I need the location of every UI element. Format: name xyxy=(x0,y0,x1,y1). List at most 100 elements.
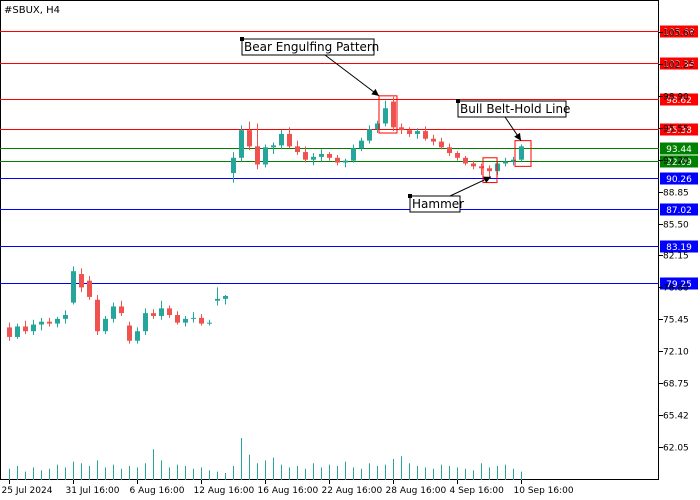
candle-body xyxy=(111,306,116,319)
hammer-box xyxy=(482,157,498,184)
y-tick-label: 88.85 xyxy=(663,189,689,199)
candle-body xyxy=(319,153,324,157)
candle xyxy=(335,154,340,166)
candle-body xyxy=(367,129,372,141)
candle-body xyxy=(415,131,420,134)
x-tick-label: 4 Sep 16:00 xyxy=(450,486,505,496)
x-tick-label: 31 Jul 16:00 xyxy=(66,486,120,496)
candle-body xyxy=(143,313,148,332)
level-price-label: 93.44 xyxy=(666,145,692,155)
candle xyxy=(511,156,516,166)
candle xyxy=(199,314,204,326)
candle-body xyxy=(303,152,308,160)
candle-body xyxy=(23,326,28,332)
candle xyxy=(455,151,460,161)
candle xyxy=(167,305,172,318)
candle xyxy=(239,125,244,162)
volume-bars xyxy=(9,438,522,480)
candle xyxy=(367,125,372,144)
candle-body xyxy=(39,321,44,325)
pattern-annotations: Bear Engulfing Pattern Bull Belt-Hold Lin… xyxy=(240,37,570,213)
annotation-label-box xyxy=(241,38,375,56)
candle-body xyxy=(135,331,140,341)
candle xyxy=(359,137,364,152)
level-price-tag xyxy=(660,93,698,106)
candle-body xyxy=(447,147,452,154)
candle-body xyxy=(119,306,124,314)
y-tick-label: 95.55 xyxy=(663,125,689,135)
candle xyxy=(479,163,484,175)
candle xyxy=(447,143,452,156)
candle-body xyxy=(479,166,484,169)
x-tick-label: 25 Jul 2024 xyxy=(2,486,53,496)
bear-engulfing-box xyxy=(378,95,398,134)
level-price-label: 98.62 xyxy=(666,96,692,106)
level-price-tag xyxy=(660,172,698,185)
candle-body xyxy=(191,317,196,319)
candle xyxy=(63,310,68,324)
candle-body xyxy=(511,159,516,162)
candle-body xyxy=(63,315,68,319)
y-tick-label: 92.20 xyxy=(663,157,689,167)
y-tick-label: 105.60 xyxy=(663,29,695,39)
candle xyxy=(519,144,524,162)
candle xyxy=(319,149,324,162)
candle-body xyxy=(175,315,180,323)
candle xyxy=(159,300,164,320)
candle-body xyxy=(463,157,468,164)
y-tick-label: 102.25 xyxy=(663,61,695,71)
y-tick-label: 62.05 xyxy=(663,444,689,454)
candle-body xyxy=(47,321,52,324)
candle xyxy=(79,268,84,293)
annotation-arrow-head xyxy=(514,132,521,141)
candle xyxy=(487,165,492,179)
annotation-anchor xyxy=(408,194,412,198)
candle xyxy=(439,137,444,150)
candle-body xyxy=(391,101,396,128)
annotation-label-box xyxy=(409,195,461,213)
candle-body xyxy=(55,318,60,324)
candle xyxy=(471,160,476,170)
candle xyxy=(103,315,108,335)
annotation-label-box xyxy=(457,100,567,118)
candle-body xyxy=(231,157,236,174)
chart-title: #SBUX, H4 xyxy=(4,5,60,16)
candle-body xyxy=(431,138,436,142)
level-price-tag xyxy=(660,142,698,155)
candle xyxy=(127,321,132,344)
candle xyxy=(95,295,100,336)
y-tick-label: 68.75 xyxy=(663,380,689,390)
candle-body xyxy=(503,161,508,164)
y-axis: 62.05 65.42 68.75 72.10 75.45 78.80 82.15 85.50… xyxy=(659,29,695,454)
candle-body xyxy=(199,317,204,324)
candle xyxy=(391,96,396,132)
candle xyxy=(39,317,44,331)
candle xyxy=(351,144,356,163)
candle-body xyxy=(183,318,188,323)
x-tick-label: 12 Aug 16:00 xyxy=(194,486,255,496)
candle-body xyxy=(295,146,300,153)
x-tick-label: 28 Aug 16:00 xyxy=(386,486,447,496)
candle-body xyxy=(31,324,36,332)
candle xyxy=(383,100,388,127)
level-price-tag xyxy=(660,155,698,168)
candle-body xyxy=(407,130,412,134)
level-price-tag xyxy=(660,25,698,38)
candle xyxy=(223,295,228,305)
candle-body xyxy=(223,295,228,299)
candle xyxy=(247,121,252,151)
y-tick-label: 72.10 xyxy=(663,348,689,358)
candle-body xyxy=(95,299,100,332)
candle xyxy=(31,319,36,336)
candle-body xyxy=(167,308,172,316)
annotation-anchor xyxy=(240,37,244,41)
candle-body xyxy=(359,140,364,149)
candle-body xyxy=(159,308,164,316)
candle-body xyxy=(87,280,92,297)
candle xyxy=(399,123,404,134)
y-tick-label: 78.80 xyxy=(663,284,689,294)
candle xyxy=(463,155,468,166)
candle-body xyxy=(7,327,12,337)
candle-body xyxy=(351,148,356,161)
